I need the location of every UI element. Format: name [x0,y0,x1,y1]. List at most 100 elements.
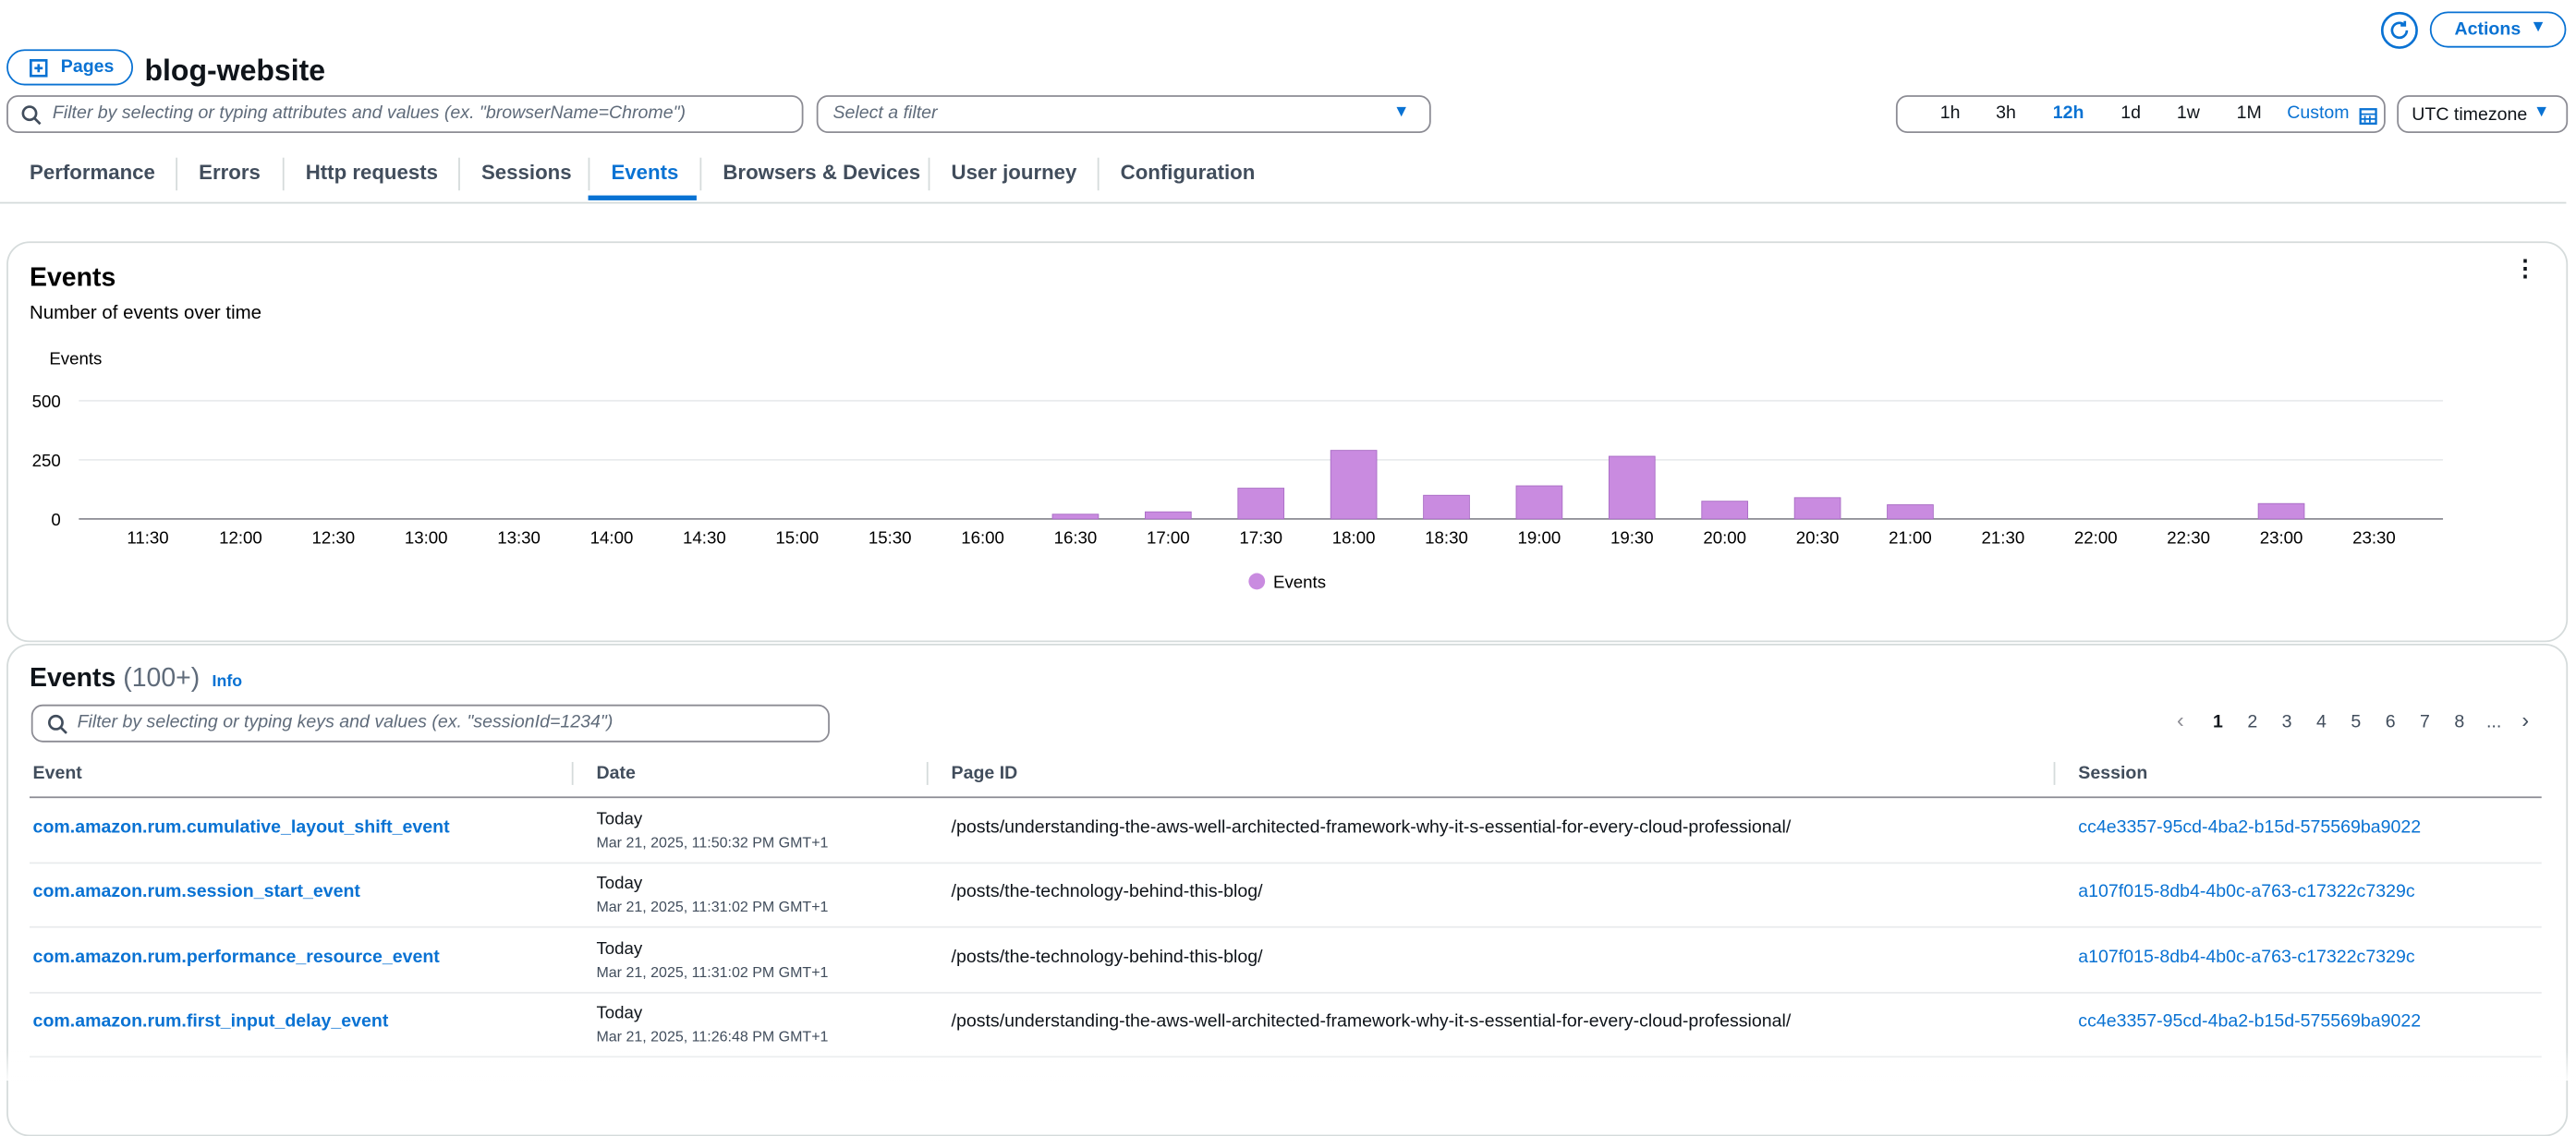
table-search[interactable]: Filter by selecting or typing keys and v… [30,704,830,743]
column-header: Date [596,763,636,784]
page-number[interactable]: 7 [2420,712,2430,733]
session-link[interactable]: cc4e3357-95cd-4ba2-b15d-575569ba9022 [2078,817,2422,838]
tab-separator [1097,157,1100,191]
row-rule [30,926,2542,929]
bar [1515,485,1563,520]
caret: ▼ [2533,103,2550,122]
x-tick-label: 13:30 [497,528,541,548]
column-header: Session [2078,763,2148,784]
x-tick-label: 17:00 [1147,528,1190,548]
date-full: Mar 21, 2025, 11:31:02 PM GMT+1 [596,899,829,915]
filter-select[interactable]: Select a filter ▼ [816,95,1431,134]
session-link[interactable]: a107f015-8db4-4b0c-a763-c17322c7329c [2078,882,2415,902]
time-range-option[interactable]: 1w [2176,103,2200,124]
header-rule [30,796,2542,799]
event-link[interactable]: com.amazon.rum.session_start_event [32,882,360,902]
pages-label: Pages [60,57,115,78]
session-link[interactable]: cc4e3357-95cd-4ba2-b15d-575569ba9022 [2078,1011,2422,1032]
tab-separator [282,157,285,191]
search-placeholder: Filter by selecting or typing attributes… [52,103,687,124]
search-icon [48,714,67,734]
tab[interactable]: Performance [30,161,155,185]
page-number[interactable]: 8 [2454,712,2465,733]
x-tick-label: 18:30 [1425,528,1468,548]
x-tick-label: 12:00 [219,528,262,548]
page-number[interactable]: 2 [2247,712,2258,733]
event-link[interactable]: com.amazon.rum.cumulative_layout_shift_e… [32,817,450,838]
date-day: Today [596,809,643,829]
page-id: /posts/understanding-the-aws-well-archit… [951,1011,1792,1032]
page-title: blog-website [144,54,326,88]
x-tick-label: 16:00 [961,528,1004,548]
event-link[interactable]: com.amazon.rum.first_input_delay_event [32,1011,389,1032]
prev-page[interactable]: ‹ [2176,707,2184,733]
time-range-group: 1h 3h 12h 1d 1w 1M Custom [1895,95,2386,134]
bar [1051,514,1100,520]
bar [1330,450,1378,520]
event-link[interactable]: com.amazon.rum.performance_resource_even… [32,947,440,967]
page-number[interactable]: 3 [2281,712,2292,733]
x-tick-label: 11:30 [127,528,168,548]
pages-button[interactable]: Pages [6,49,134,86]
date-full: Mar 21, 2025, 11:31:02 PM GMT+1 [596,963,829,980]
page-number[interactable]: 6 [2385,712,2396,733]
search-placeholder: Filter by selecting or typing keys and v… [77,712,614,733]
tab-underline [588,195,697,200]
x-tick-label: 21:30 [1982,528,2025,548]
time-range-option[interactable]: 1h [1939,103,1961,124]
tab-separator [699,157,702,191]
calendar-icon [2359,108,2377,125]
date-full: Mar 21, 2025, 11:50:32 PM GMT+1 [596,834,829,852]
column-header: Page ID [951,763,1018,784]
time-range-option[interactable]: 1d [2120,103,2142,124]
bar [1701,501,1749,520]
table-header: Events (100+) Info [30,665,242,695]
legend-label: Events [1273,573,1326,592]
x-tick-label: 20:30 [1796,528,1840,548]
tab[interactable]: Events [611,161,679,185]
tab[interactable]: Errors [199,161,261,185]
time-range-option[interactable]: Custom [2287,103,2350,124]
page-number[interactable]: ... [2486,712,2502,733]
x-tick-label: 23:30 [2352,528,2396,548]
page-number[interactable]: 4 [2316,712,2327,733]
time-range-option[interactable]: 3h [1996,103,2016,124]
bar [1793,497,1841,520]
bar [1887,504,1934,520]
x-tick-label: 15:00 [775,528,819,548]
table-title: Events [30,665,116,694]
y-tick-label: 500 [32,392,61,411]
next-page[interactable]: › [2521,707,2530,733]
tab[interactable]: Configuration [1120,161,1256,185]
info-link[interactable]: Info [212,673,243,692]
x-tick-label: 13:00 [405,528,448,548]
x-tick-label: 20:00 [1703,528,1746,548]
y-tick-label: 250 [32,451,61,470]
actions-label: Actions [2454,19,2521,40]
chart-card: ⋮ [6,241,2569,643]
pages-icon [30,59,48,78]
x-tick-label: 12:30 [311,528,355,548]
x-tick-label: 17:30 [1239,528,1282,548]
time-range-option[interactable]: 12h [2052,103,2084,124]
search-icon [21,105,42,126]
select-placeholder: Select a filter [832,103,938,124]
bar [1423,494,1470,520]
tab[interactable]: User journey [951,161,1077,185]
legend-marker [1248,573,1266,590]
timezone-select[interactable]: UTC timezone ▼ [2397,95,2569,134]
bar [1144,511,1192,520]
refresh-button[interactable] [2380,11,2418,49]
page-number[interactable]: 5 [2351,712,2362,733]
bar [1608,455,1656,520]
tab[interactable]: Http requests [305,161,439,185]
actions-button[interactable]: Actions ▼ [2429,11,2567,48]
time-range-option[interactable]: 1M [2236,103,2262,124]
tab[interactable]: Sessions [480,161,572,185]
tab[interactable]: Browsers & Devices [723,161,921,185]
session-link[interactable]: a107f015-8db4-4b0c-a763-c17322c7329c [2078,947,2415,967]
page: Actions ▼ Pages blog-website Filter by s… [0,11,2576,1136]
fade [0,1050,2576,1081]
page-number[interactable]: 1 [2212,712,2223,733]
search-input[interactable]: Filter by selecting or typing attributes… [6,95,804,134]
